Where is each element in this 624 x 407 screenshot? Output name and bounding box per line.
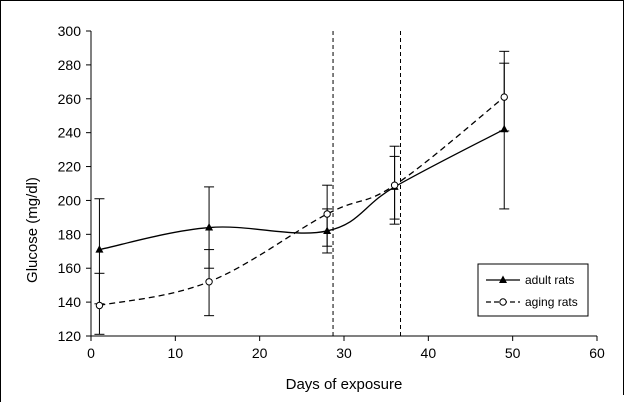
x-tick-label: 60 — [589, 345, 605, 361]
y-tick-label: 260 — [58, 91, 82, 107]
x-tick-label: 20 — [252, 345, 268, 361]
y-axis-title: Glucose (mg/dl) — [24, 177, 41, 283]
legend-label: adult rats — [525, 273, 574, 287]
y-tick-label: 180 — [58, 226, 82, 242]
y-tick-label: 160 — [58, 260, 82, 276]
y-tick-label: 300 — [58, 23, 82, 39]
y-tick-label: 200 — [58, 192, 82, 208]
data-point-triangle — [205, 223, 214, 231]
plot-area: 120 140 160 180 200 220 240 260 280 300 0 10 20 30 40 5… — [58, 23, 605, 361]
legend-box — [477, 263, 589, 317]
y-tick-label: 140 — [58, 294, 82, 310]
x-tick-label: 10 — [168, 345, 184, 361]
data-point-circle — [205, 278, 213, 286]
x-tick-label: 40 — [421, 345, 437, 361]
x-tick-label: 0 — [87, 345, 95, 361]
series-line-aging — [99, 96, 505, 307]
legend-marker-circle — [499, 298, 507, 306]
data-point-triangle — [95, 245, 104, 253]
legend-marker-triangle — [499, 275, 507, 283]
x-tick-label: 50 — [505, 345, 521, 361]
y-tick-label: 120 — [58, 328, 82, 344]
legend-label: aging rats — [525, 295, 578, 309]
y-tick-label: 280 — [58, 57, 82, 73]
y-tick-label: 220 — [58, 159, 82, 175]
y-tick-label: 240 — [58, 125, 82, 141]
data-point-circle — [500, 93, 508, 101]
data-point-circle — [323, 210, 331, 218]
data-point-circle — [95, 301, 104, 310]
x-tick-label: 30 — [336, 345, 352, 361]
x-axis-title: Days of exposure — [286, 376, 403, 393]
data-point-circle — [390, 181, 399, 189]
